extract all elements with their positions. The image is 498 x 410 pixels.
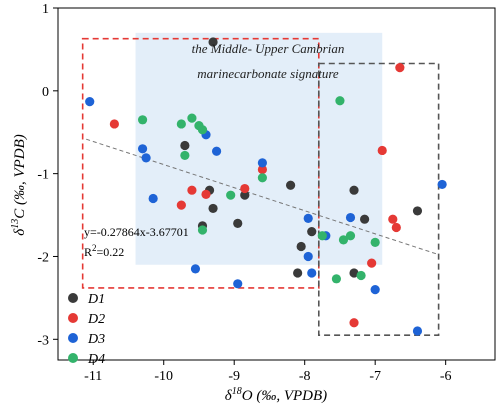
trendline-equation: y=-0.27864x-3.67701 bbox=[84, 225, 189, 239]
legend-label-d1: D1 bbox=[87, 292, 105, 307]
data-point-d3-8 bbox=[303, 213, 313, 223]
r-squared-label: R2=0.22 bbox=[84, 243, 124, 259]
x-tick-label: -7 bbox=[369, 369, 381, 384]
data-point-d1-14 bbox=[293, 268, 303, 278]
data-point-d2-5 bbox=[240, 183, 250, 194]
legend-marker-d2 bbox=[68, 313, 78, 323]
gray-dashed-box bbox=[317, 62, 440, 336]
data-point-d4-2 bbox=[176, 119, 186, 129]
data-point-d2-4 bbox=[201, 189, 211, 199]
data-point-d4-12 bbox=[335, 96, 345, 106]
data-point-d3-14 bbox=[437, 179, 447, 190]
data-point-d4-8 bbox=[257, 173, 268, 183]
data-point-d4-15 bbox=[356, 270, 366, 281]
data-point-d3-2 bbox=[137, 144, 148, 154]
data-point-d1-15 bbox=[412, 206, 423, 216]
y-tick-label: -3 bbox=[37, 333, 49, 348]
data-point-d4-16 bbox=[370, 237, 380, 247]
data-point-d3-1 bbox=[85, 96, 95, 107]
data-point-d1-6 bbox=[233, 218, 243, 228]
annotation-line-2: marinecarbonate signature bbox=[197, 66, 339, 81]
shaded-region bbox=[135, 32, 383, 265]
data-point-d2-12 bbox=[395, 63, 405, 73]
shaded-region-layer bbox=[135, 32, 383, 265]
data-point-d4-14 bbox=[345, 231, 356, 241]
data-point-d2-11 bbox=[349, 318, 359, 328]
data-point-d4-13 bbox=[338, 235, 349, 245]
data-point-d4-9 bbox=[197, 225, 208, 235]
data-point-d2-1 bbox=[109, 119, 119, 129]
legend: D1 D2 D3 D4 bbox=[68, 292, 105, 367]
data-point-d3-17 bbox=[307, 268, 317, 278]
legend-marker-d4 bbox=[68, 353, 78, 363]
plot-frame bbox=[57, 7, 496, 361]
data-point-d4-6 bbox=[180, 150, 190, 161]
legend-label-d3: D3 bbox=[87, 332, 105, 347]
trendline-layer bbox=[86, 138, 439, 256]
annotation-line-1: the Middle- Upper Cambrian bbox=[192, 41, 345, 56]
data-point-d1-7 bbox=[240, 190, 250, 200]
data-point-d2-8 bbox=[388, 214, 398, 224]
y-tick-label: -1 bbox=[37, 168, 49, 183]
data-point-d4-7 bbox=[226, 190, 236, 200]
data-point-d1-12 bbox=[360, 214, 370, 224]
legend-label-d2: D2 bbox=[87, 312, 105, 327]
data-point-d3-3 bbox=[141, 153, 151, 163]
y-tick-label: 0 bbox=[42, 85, 49, 100]
data-point-layer bbox=[85, 37, 447, 336]
x-tick-label: -9 bbox=[228, 369, 240, 384]
x-tick-label: -10 bbox=[154, 369, 173, 384]
x-axis-title: δ18O (‰, VPDB) bbox=[225, 386, 327, 404]
data-point-d2-7 bbox=[377, 145, 387, 156]
data-point-d3-13 bbox=[412, 326, 423, 336]
data-point-d3-6 bbox=[211, 146, 222, 156]
data-point-d1-11 bbox=[349, 185, 359, 195]
data-point-d1-9 bbox=[296, 241, 306, 252]
data-point-d1-1 bbox=[208, 37, 218, 47]
data-point-d3-4 bbox=[148, 193, 158, 204]
data-point-d2-9 bbox=[391, 222, 401, 233]
data-point-d3-15 bbox=[190, 264, 201, 274]
x-tick-label: -8 bbox=[299, 369, 311, 384]
data-point-d1-2 bbox=[180, 140, 190, 151]
x-tick-label: -6 bbox=[440, 369, 452, 384]
legend-label-d4: D4 bbox=[87, 352, 105, 367]
y-tick-label: 1 bbox=[42, 2, 49, 17]
data-point-d1-4 bbox=[208, 203, 218, 214]
data-point-d3-16 bbox=[233, 279, 243, 289]
data-point-d4-10 bbox=[317, 231, 327, 241]
data-point-d2-6 bbox=[257, 164, 268, 175]
legend-marker-d1 bbox=[68, 293, 78, 303]
trendline bbox=[86, 138, 439, 256]
data-point-d1-10 bbox=[307, 227, 317, 237]
legend-marker-d3 bbox=[68, 333, 78, 343]
data-point-d4-1 bbox=[137, 115, 148, 125]
data-point-d3-12 bbox=[370, 285, 380, 295]
data-point-d2-10 bbox=[367, 258, 377, 268]
data-point-d2-3 bbox=[176, 200, 186, 210]
data-point-d3-9 bbox=[303, 251, 313, 262]
y-axis-title: δ13C (‰, VPDB) bbox=[10, 134, 28, 236]
data-point-d4-11 bbox=[331, 274, 342, 284]
data-point-d1-13 bbox=[349, 268, 359, 278]
x-tick-label: -11 bbox=[84, 369, 102, 384]
data-point-d4-5 bbox=[197, 125, 208, 135]
data-point-d4-3 bbox=[187, 113, 197, 123]
data-point-d3-7 bbox=[257, 158, 268, 168]
dashed-box-layer bbox=[81, 37, 440, 336]
data-point-d3-11 bbox=[345, 212, 356, 223]
axis-layer: -11 -10 -9 -8 -7 -6 1 0 -1 -2 -3 bbox=[37, 2, 496, 384]
data-point-d1-8 bbox=[285, 180, 296, 190]
data-point-d2-2 bbox=[187, 185, 197, 195]
y-tick-label: -2 bbox=[37, 250, 49, 265]
